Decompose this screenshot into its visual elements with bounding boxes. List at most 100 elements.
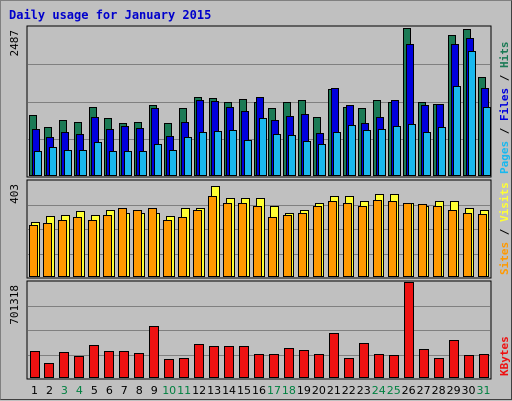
bar-pages-day-3 [64, 150, 72, 176]
legend-files: Files [498, 88, 511, 121]
x-tick-label: 14 [222, 384, 236, 397]
x-tick-label: 11 [177, 384, 191, 397]
bar-pages-day-27 [423, 132, 431, 176]
bar-sites-day-9 [148, 208, 157, 277]
bar-sites-day-7 [118, 208, 127, 277]
x-tick-label: 3 [61, 384, 68, 397]
bar-sites-day-1 [29, 225, 38, 277]
bar-pages-day-19 [303, 141, 311, 176]
legend-separator: / [498, 222, 511, 242]
x-tick-label: 31 [477, 384, 491, 397]
bar-kbytes-day-29 [449, 340, 459, 378]
bar-pages-day-15 [244, 140, 252, 176]
bar-pages-day-26 [408, 124, 416, 176]
bar-kbytes-day-13 [209, 346, 219, 378]
bar-kbytes-day-14 [224, 346, 234, 378]
legend-kbytes: KBytes [498, 336, 511, 376]
legend-hits: Hits [498, 42, 511, 69]
bar-pages-day-31 [483, 107, 491, 176]
bar-sites-day-22 [343, 203, 352, 277]
bar-sites-day-18 [283, 215, 292, 277]
x-tick-label: 28 [432, 384, 446, 397]
panel-legend: Pages / Files / Hits [498, 42, 511, 175]
x-tick-label: 18 [282, 384, 296, 397]
legend-pages: Pages [498, 141, 511, 174]
bar-sites-day-3 [58, 220, 67, 277]
bar-pages-day-16 [259, 118, 267, 176]
bar-sites-day-16 [253, 206, 262, 277]
bar-kbytes-day-6 [104, 351, 114, 378]
bar-kbytes-day-18 [284, 348, 294, 378]
legend-separator: / [498, 121, 511, 141]
bar-pages-day-9 [154, 144, 162, 176]
bar-kbytes-day-11 [179, 358, 189, 378]
bar-sites-day-4 [73, 217, 82, 277]
bar-pages-day-5 [94, 142, 102, 176]
bar-sites-day-19 [298, 213, 307, 277]
chart-title: Daily usage for January 2015 [9, 8, 211, 22]
bar-kbytes-day-25 [389, 355, 399, 378]
x-tick-label: 1 [31, 384, 38, 397]
panel-hits-files-pages: 2487 Pages / Files / Hits [8, 25, 511, 178]
bar-pages-day-7 [124, 151, 132, 176]
x-tick-label: 8 [136, 384, 143, 397]
bar-pages-day-4 [79, 150, 87, 176]
bar-sites-day-30 [463, 213, 472, 277]
y-max-label: 403 [8, 184, 21, 204]
bar-kbytes-day-8 [134, 353, 144, 378]
bar-pages-day-6 [109, 151, 117, 176]
bar-kbytes-day-15 [239, 346, 249, 378]
bar-sites-day-12 [193, 210, 202, 277]
bar-kbytes-day-1 [30, 351, 40, 378]
bar-kbytes-day-31 [479, 354, 489, 378]
bar-pages-day-11 [184, 137, 192, 176]
series-pages [34, 51, 491, 176]
x-tick-label: 10 [162, 384, 176, 397]
bar-sites-day-24 [373, 200, 382, 277]
panel-legend: Sites / Visits [498, 182, 511, 275]
bar-pages-day-17 [273, 134, 281, 176]
bar-sites-day-10 [163, 220, 172, 277]
x-tick-label: 5 [91, 384, 98, 397]
bar-pages-day-29 [453, 86, 461, 176]
bar-kbytes-day-16 [254, 354, 264, 378]
x-tick-label: 24 [372, 384, 386, 397]
series-kbytes [30, 282, 489, 378]
bar-kbytes-day-2 [44, 363, 54, 378]
bar-pages-day-24 [378, 129, 386, 176]
x-tick-label: 6 [106, 384, 113, 397]
x-tick-label: 30 [462, 384, 476, 397]
bar-pages-day-10 [169, 150, 177, 176]
x-axis-labels: 1 2 3 4 5 6 7 8 9 10 11 12 13 14 15 16 17 18 19 20 21 22 23 24 2… [31, 384, 491, 397]
chart-panels: 2487 Pages / Files / Hits 403 Sites / Visit… [8, 25, 511, 380]
x-tick-label: 16 [252, 384, 266, 397]
bar-pages-day-14 [229, 130, 237, 176]
bar-sites-day-27 [418, 204, 427, 277]
bar-pages-day-2 [49, 147, 57, 176]
bar-pages-day-25 [393, 126, 401, 176]
bar-kbytes-day-4 [74, 356, 84, 378]
x-tick-label: 21 [327, 384, 341, 397]
bar-pages-day-28 [438, 127, 446, 176]
bar-pages-day-8 [139, 151, 147, 176]
legend-visits: Visits [498, 182, 511, 222]
x-tick-label: 2 [46, 384, 53, 397]
panel-legend: KBytes [498, 336, 511, 376]
bar-pages-day-30 [468, 51, 476, 176]
series-sites [29, 196, 487, 277]
bar-kbytes-day-12 [194, 344, 204, 378]
bar-sites-day-26 [403, 203, 412, 277]
bar-kbytes-day-28 [434, 358, 444, 378]
x-tick-label: 19 [297, 384, 311, 397]
bar-sites-day-2 [43, 223, 52, 277]
bar-kbytes-day-9 [149, 326, 159, 378]
bar-kbytes-day-17 [269, 354, 279, 378]
bar-sites-day-25 [388, 201, 397, 277]
legend-separator: / [498, 68, 511, 88]
x-tick-label: 4 [76, 384, 83, 397]
bar-sites-day-28 [433, 206, 442, 277]
bar-kbytes-day-19 [299, 350, 309, 378]
x-tick-label: 23 [357, 384, 371, 397]
